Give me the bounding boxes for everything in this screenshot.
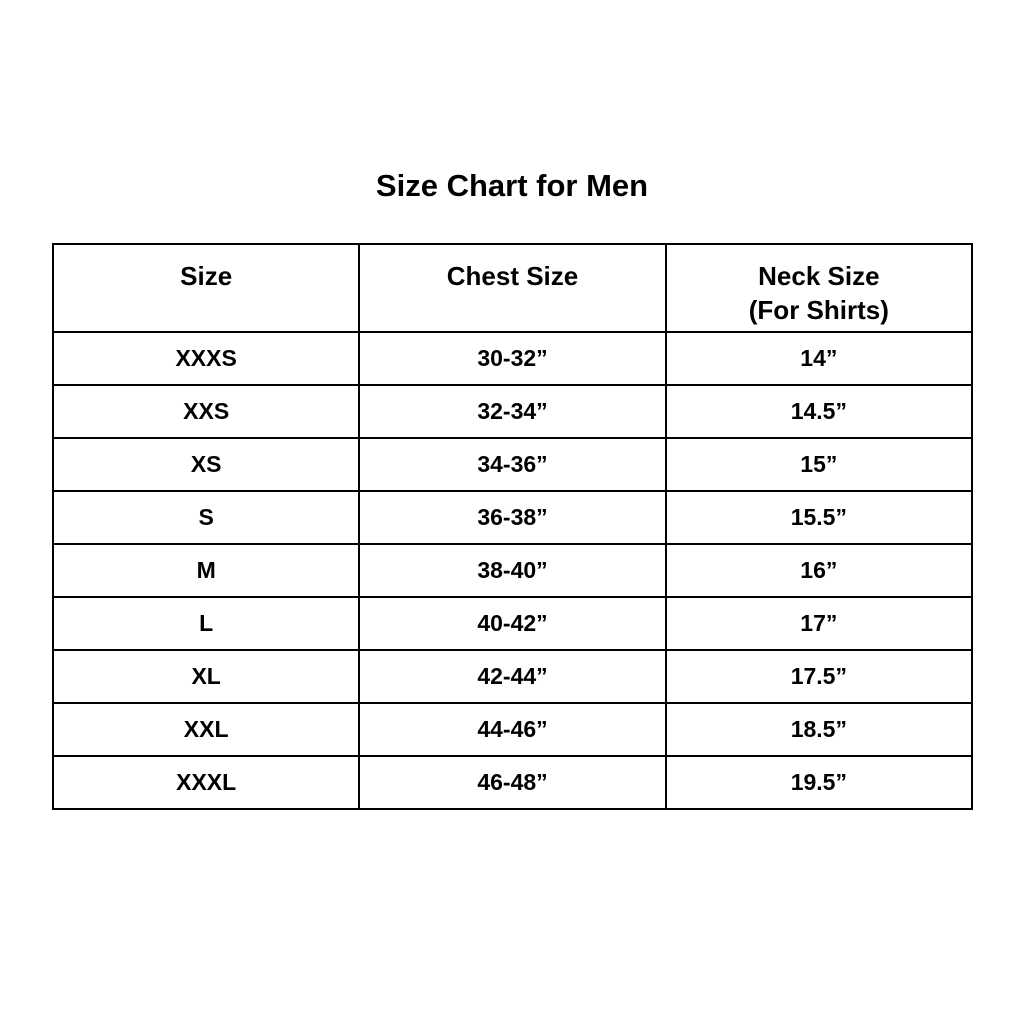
header-neck-size: Neck Size (For Shirts) xyxy=(664,243,974,333)
cell-neck: 15” xyxy=(664,437,974,492)
cell-size: XXXL xyxy=(51,755,361,810)
table-row: L 40-42” 17” xyxy=(51,596,974,651)
cell-chest: 34-36” xyxy=(358,437,667,492)
cell-chest: 46-48” xyxy=(358,755,667,810)
table-row: M 38-40” 16” xyxy=(51,543,974,598)
header-row: Size Chest Size Neck Size (For Shirts) xyxy=(51,243,974,333)
cell-neck: 15.5” xyxy=(664,490,974,545)
cell-chest: 36-38” xyxy=(358,490,667,545)
cell-size: L xyxy=(51,596,361,651)
cell-size: XS xyxy=(51,437,361,492)
cell-neck: 17.5” xyxy=(664,649,974,704)
cell-size: S xyxy=(51,490,361,545)
table-row: XXS 32-34” 14.5” xyxy=(51,384,974,439)
header-chest-size: Chest Size xyxy=(358,243,667,333)
header-neck-size-sub: (For Shirts) xyxy=(748,295,889,325)
cell-neck: 14” xyxy=(664,331,974,386)
cell-neck: 17” xyxy=(664,596,974,651)
cell-size: XXXS xyxy=(51,331,361,386)
table-row: XXL 44-46” 18.5” xyxy=(51,702,974,757)
table-row: XXXS 30-32” 14” xyxy=(51,331,974,386)
header-size: Size xyxy=(51,243,361,333)
cell-neck: 14.5” xyxy=(664,384,974,439)
cell-size: XL xyxy=(51,649,361,704)
cell-chest: 32-34” xyxy=(358,384,667,439)
cell-neck: 18.5” xyxy=(664,702,974,757)
header-neck-size-label: Neck Size xyxy=(758,261,880,291)
table-row: XL 42-44” 17.5” xyxy=(51,649,974,704)
size-chart-table: Size Chest Size Neck Size (For Shirts) X… xyxy=(51,243,974,810)
cell-size: XXL xyxy=(51,702,361,757)
table-row: S 36-38” 15.5” xyxy=(51,490,974,545)
cell-chest: 44-46” xyxy=(358,702,667,757)
cell-size: M xyxy=(51,543,361,598)
cell-chest: 42-44” xyxy=(358,649,667,704)
table-row: XS 34-36” 15” xyxy=(51,437,974,492)
cell-chest: 40-42” xyxy=(358,596,667,651)
page-title: Size Chart for Men xyxy=(375,168,649,203)
cell-neck: 16” xyxy=(664,543,974,598)
cell-chest: 38-40” xyxy=(358,543,667,598)
table-row: XXXL 46-48” 19.5” xyxy=(51,755,974,810)
cell-size: XXS xyxy=(51,384,361,439)
cell-neck: 19.5” xyxy=(664,755,974,810)
cell-chest: 30-32” xyxy=(358,331,667,386)
